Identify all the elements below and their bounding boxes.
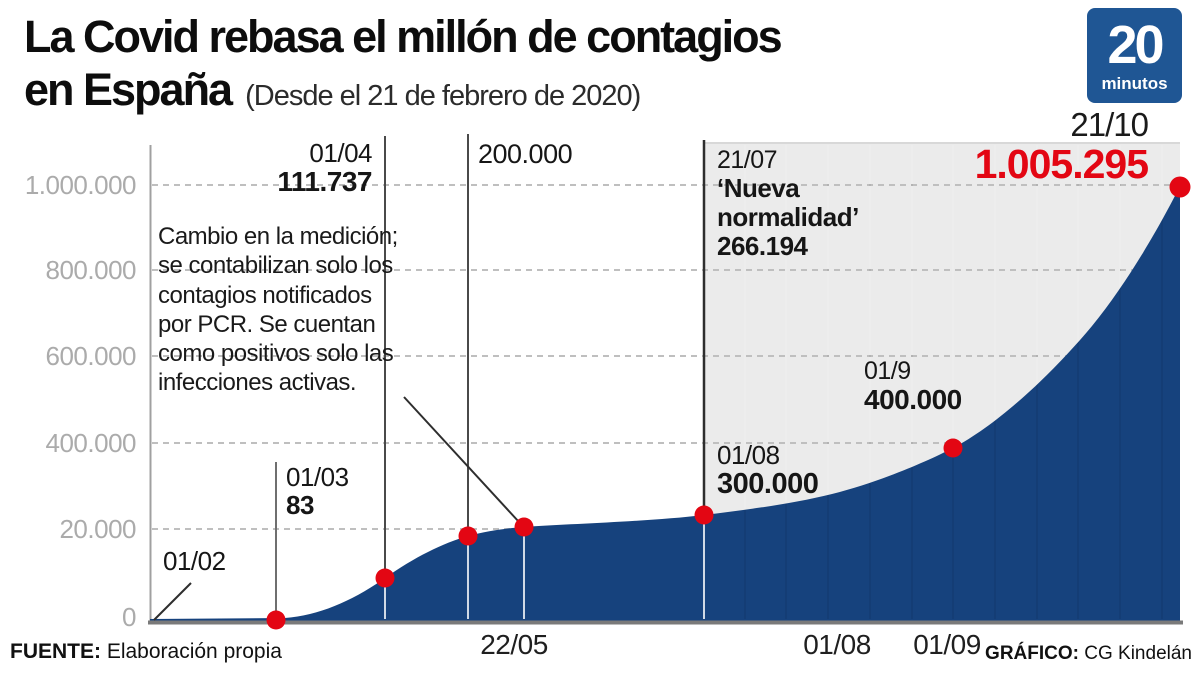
annotation-2107: 21/07 ‘Nueva normalidad’ 266.194 [717,146,859,262]
annotation-200000: 200.000 [478,139,573,169]
annotation-0108-date: 01/08 [717,440,780,470]
page-title: La Covid rebasa el millón de contagios e… [24,10,783,116]
annotation-0103-date: 01/03 [286,462,349,492]
x-tick-2205: 22/05 [480,629,548,660]
annotation-0103-value: 83 [286,490,314,521]
logo-20minutos: 20 minutos [1087,8,1182,103]
callout-lines-light [384,523,705,619]
gridlines-overlay [744,145,1163,619]
annotation-200000-value: 200.000 [478,139,573,169]
graphic-credit: GRÁFICO: CG Kindelán [985,643,1192,665]
credit-label: GRÁFICO: [985,643,1079,664]
annotation-2107-label: ‘Nueva normalidad’ [717,173,859,233]
source-label: FUENTE: [10,640,101,663]
y-tick-800000: 800.000 [45,255,137,285]
measurement-change-note: Cambio en la medición; se contabilizan s… [158,223,398,397]
annotation-2107-value: 266.194 [717,231,808,262]
annotation-0103: 01/03 83 [286,463,349,519]
annotation-0108: 01/08 300.000 [717,440,819,501]
y-tick-600000: 600.000 [45,341,137,371]
y-tick-0: 0 [122,602,136,632]
data-point [694,505,714,525]
area-series [150,186,1180,621]
data-point [514,517,534,537]
annotation-0102-date: 01/02 [163,546,226,576]
annotation-2110-date: 21/10 [1070,106,1149,143]
y-tick-20000: 20.000 [59,514,136,544]
data-point-markers [266,176,1191,630]
y-tick-400000: 400.000 [45,428,137,458]
source-value: Elaboración propia [101,640,282,663]
annotation-0104-date: 01/04 [309,138,372,168]
annotation-0104: 01/04 111.737 [240,139,372,197]
y-tick-1000000: 1.000.000 [24,170,137,200]
annotation-0108-value: 300.000 [717,468,819,501]
logo-number: 20 [1107,14,1164,75]
annotation-0104-value: 111.737 [277,166,372,198]
annotation-019-date: 01/9 [864,357,911,385]
credit-value: CG Kindelán [1078,643,1192,664]
annotation-019-value: 400.000 [864,384,962,415]
data-point [943,438,963,458]
annotation-2110-value: 1.005.295 [974,141,1149,187]
annotation-019: 01/9 400.000 [864,358,962,415]
title-line1: La Covid rebasa el millón de contagios [24,11,783,62]
data-point [375,568,395,588]
subtitle: (Desde el 21 de febrero de 2020) [245,80,641,113]
annotation-2107-date: 21/07 [717,146,778,174]
annotation-0102: 01/02 [163,547,226,575]
callout-lines-dark [275,134,706,612]
x-tick-0108: 01/08 [803,629,871,660]
data-point-final [1169,176,1191,198]
source-credit: FUENTE: Elaboración propia [10,640,282,664]
data-point [266,610,286,630]
pointer-lines [153,396,520,621]
logo-word: minutos [1101,73,1168,93]
x-tick-0109: 01/09 [913,629,981,660]
title-line2: en España [24,64,233,116]
annotation-2110: 21/10 1.005.295 [974,106,1149,187]
data-point [458,526,478,546]
